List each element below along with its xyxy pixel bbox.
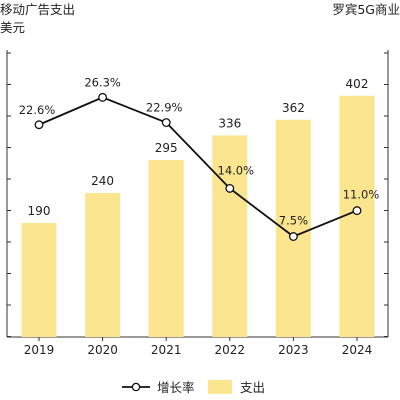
bar-value-label: 362 xyxy=(282,101,305,115)
growth-point xyxy=(352,206,362,216)
bar-value-label: 295 xyxy=(155,141,178,155)
x-tick-label: 2024 xyxy=(342,343,373,357)
growth-value-label: 7.5% xyxy=(279,214,308,228)
growth-line xyxy=(38,96,358,238)
bar-2024 xyxy=(339,95,375,337)
bar-value-label: 190 xyxy=(28,204,51,218)
bar-2023 xyxy=(275,119,311,337)
chart-title-line-1: 移动广告支出 xyxy=(0,2,75,17)
legend-item-growth: 增长率 xyxy=(122,380,195,395)
growth-point xyxy=(288,232,298,241)
legend: 增长率 支出 xyxy=(122,380,265,395)
chart-title-line-2: 美元 xyxy=(0,20,25,35)
legend-growth-marker xyxy=(131,382,141,392)
bar-2021 xyxy=(148,160,184,337)
growth-point xyxy=(225,183,235,193)
growth-value-label: 14.0% xyxy=(218,163,255,177)
x-tick-label: 2020 xyxy=(87,343,118,357)
legend-item-spend: 支出 xyxy=(208,380,265,395)
right-axis xyxy=(384,50,389,337)
growth-point xyxy=(161,118,171,127)
bar-value-label: 336 xyxy=(218,116,241,130)
growth-point xyxy=(34,120,44,130)
growth-value-label: 22.9% xyxy=(146,101,183,115)
legend-growth-label: 增长率 xyxy=(157,380,195,395)
bar-value-label: 402 xyxy=(346,77,369,91)
legend-spend-swatch xyxy=(208,380,232,394)
bar-value-labels: 190 240 295 336 362 402 xyxy=(28,77,369,218)
growth-value-label: 11.0% xyxy=(343,188,380,202)
bar-series xyxy=(21,95,375,337)
legend-spend-label: 支出 xyxy=(240,380,265,395)
growth-value-label: 22.6% xyxy=(19,103,56,117)
x-tick-labels: 2019 2020 2021 2022 2023 2024 xyxy=(24,337,373,357)
bar-2019 xyxy=(21,223,57,337)
chart-subtitle: 罗宾5G商业 xyxy=(332,2,400,17)
left-axis xyxy=(6,50,11,337)
x-tick-label: 2019 xyxy=(24,343,55,357)
x-tick-label: 2021 xyxy=(151,343,182,357)
growth-point xyxy=(98,92,108,102)
x-tick-label: 2023 xyxy=(278,343,309,357)
growth-value-label: 26.3% xyxy=(84,75,121,89)
bar-2020 xyxy=(85,193,121,337)
bar-value-label: 240 xyxy=(91,174,114,188)
growth-line-series: 22.6% 26.3% 22.9% 14.0% 7.5% 11.0% xyxy=(19,75,380,241)
x-tick-label: 2022 xyxy=(215,343,246,357)
bar-2022 xyxy=(212,135,248,337)
